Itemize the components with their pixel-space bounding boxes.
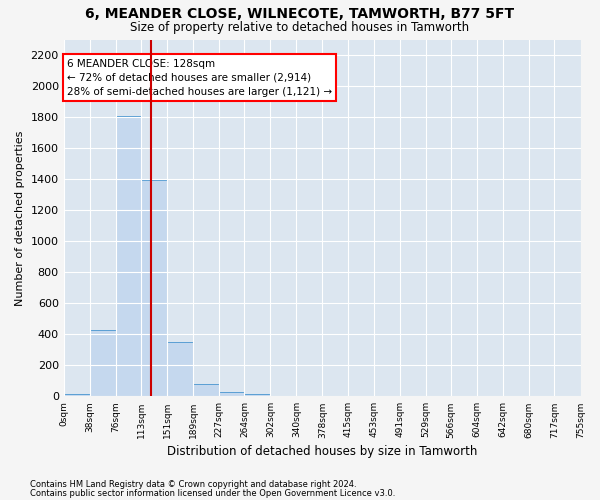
Bar: [89, 330, 116, 396]
Bar: [64, 394, 89, 396]
Bar: [141, 180, 167, 396]
Bar: [193, 384, 219, 396]
Text: 6 MEANDER CLOSE: 128sqm
← 72% of detached houses are smaller (2,914)
28% of semi: 6 MEANDER CLOSE: 128sqm ← 72% of detache…: [67, 58, 332, 96]
Text: Contains public sector information licensed under the Open Government Licence v3: Contains public sector information licen…: [30, 488, 395, 498]
Bar: [244, 394, 271, 396]
Y-axis label: Number of detached properties: Number of detached properties: [15, 130, 25, 306]
Text: Contains HM Land Registry data © Crown copyright and database right 2024.: Contains HM Land Registry data © Crown c…: [30, 480, 356, 489]
Bar: [116, 116, 141, 396]
Text: 6, MEANDER CLOSE, WILNECOTE, TAMWORTH, B77 5FT: 6, MEANDER CLOSE, WILNECOTE, TAMWORTH, B…: [85, 8, 515, 22]
Bar: [219, 392, 244, 396]
Bar: [167, 342, 193, 396]
Text: Size of property relative to detached houses in Tamworth: Size of property relative to detached ho…: [130, 21, 470, 34]
X-axis label: Distribution of detached houses by size in Tamworth: Distribution of detached houses by size …: [167, 444, 477, 458]
